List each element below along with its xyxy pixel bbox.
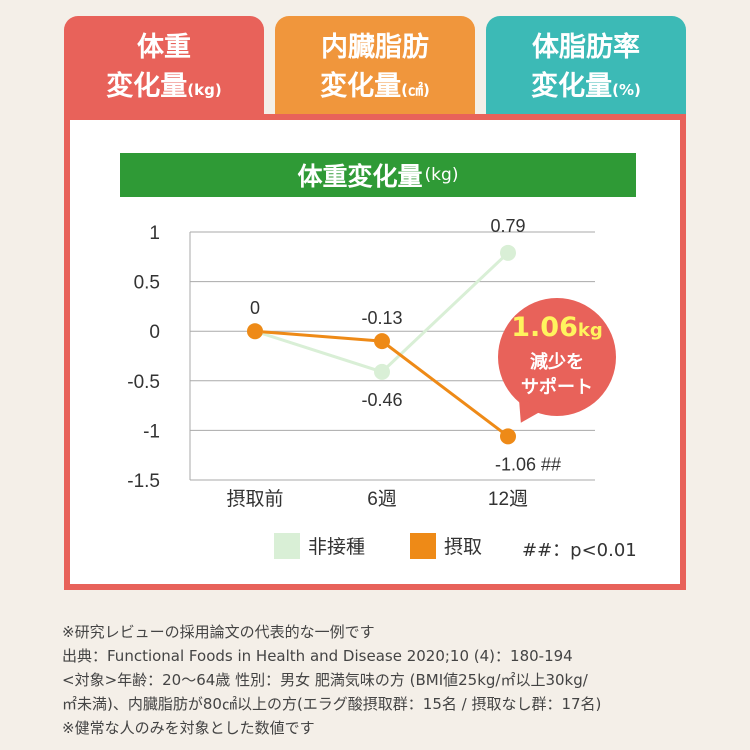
- data-label: -0.46: [361, 390, 402, 410]
- y-tick-label: 0.5: [134, 273, 160, 294]
- legend-label-intake: 摂取: [444, 536, 483, 558]
- data-point: [500, 244, 516, 261]
- tab-weight-line1: 体重: [137, 32, 191, 63]
- data-point: [374, 363, 390, 380]
- chart-title-unit: (kg): [424, 165, 459, 185]
- note-line: ※健常な人のみを対象とした数値です: [62, 719, 315, 737]
- x-tick-label: 摂取前: [226, 488, 283, 510]
- data-label: -0.13: [361, 308, 402, 328]
- x-tick-label: 12週: [488, 488, 528, 510]
- tab-visceral-fat-change[interactable]: 内臓脂肪 変化量(㎠): [275, 16, 475, 122]
- x-tick-label: 6週: [367, 488, 397, 510]
- tab-weight-change[interactable]: 体重 変化量(kg): [64, 16, 264, 122]
- legend-item-control: 非接種: [274, 532, 365, 559]
- tab-weight-unit: (kg): [187, 81, 222, 99]
- reduction-callout: 1.06kg 減少を サポート: [498, 298, 616, 416]
- y-tick-label: -1: [143, 421, 160, 442]
- data-label: -1.06 ##: [495, 454, 561, 474]
- tab-visceral-unit: (㎠): [401, 81, 430, 99]
- callout-value: 1.06: [511, 312, 578, 343]
- callout-unit: kg: [577, 320, 603, 341]
- tab-visceral-line1: 内臓脂肪: [321, 32, 429, 63]
- tab-fat-line1: 体脂肪率: [532, 32, 640, 63]
- y-tick-label: 1: [149, 223, 160, 244]
- legend-swatch-control: [274, 532, 300, 559]
- legend-item-intake: 摂取: [410, 532, 482, 559]
- data-point: [500, 428, 516, 445]
- y-tick-label: -1.5: [127, 471, 160, 492]
- significance-note: ##：p<0.01: [522, 540, 637, 561]
- data-label: 0.79: [490, 216, 525, 236]
- chart-title-text: 体重変化量: [297, 162, 423, 191]
- y-tick-label: -0.5: [127, 372, 160, 393]
- note-line: 出典：Functional Foods in Health and Diseas…: [62, 647, 573, 665]
- y-tick-label: 0: [149, 322, 160, 343]
- legend-swatch-intake: [410, 532, 436, 559]
- note-line: ㎡未満)、内臓脂肪が80㎠以上の方(エラグ酸摂取群：15名 / 摂取なし群：17…: [62, 695, 602, 713]
- chart-title: 体重変化量 (kg): [120, 153, 636, 197]
- note-line: ※研究レビューの採用論文の代表的な一例です: [62, 623, 375, 641]
- data-point: [374, 333, 390, 350]
- tab-fat-line2: 変化量: [531, 71, 613, 102]
- callout-line2: サポート: [521, 377, 593, 398]
- tab-weight-line2: 変化量: [106, 71, 188, 102]
- tab-body-fat-change[interactable]: 体脂肪率 変化量(%): [486, 16, 686, 122]
- callout-line1: 減少を: [530, 352, 584, 373]
- note-line: <対象>年齢：20～64歳 性別：男女 肥満気味の方 (BMI値25kg/㎡以上…: [62, 671, 588, 689]
- tab-fat-unit: (%): [612, 81, 641, 99]
- tab-visceral-line2: 変化量: [320, 71, 402, 102]
- data-label: 0: [250, 298, 260, 318]
- legend-label-control: 非接種: [308, 536, 366, 558]
- data-point: [247, 323, 263, 340]
- footnotes: ※研究レビューの採用論文の代表的な一例です 出典：Functional Food…: [62, 620, 601, 740]
